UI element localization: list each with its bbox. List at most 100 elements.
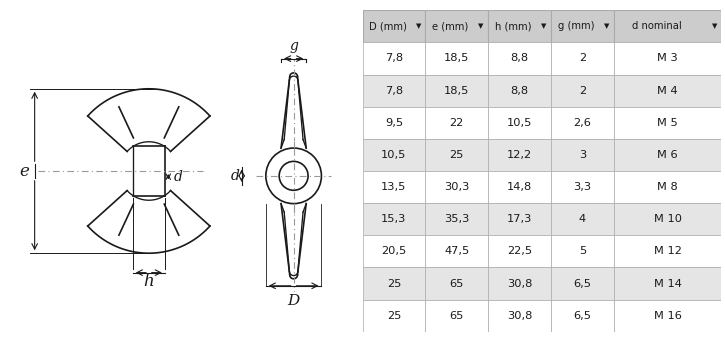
- FancyBboxPatch shape: [426, 300, 488, 332]
- FancyBboxPatch shape: [488, 107, 551, 139]
- Text: M 4: M 4: [658, 86, 678, 96]
- Text: M 5: M 5: [657, 118, 678, 128]
- FancyBboxPatch shape: [426, 75, 488, 107]
- FancyBboxPatch shape: [551, 235, 613, 267]
- Text: M 6: M 6: [658, 150, 678, 160]
- FancyBboxPatch shape: [426, 171, 488, 203]
- Text: 4: 4: [579, 214, 586, 224]
- Text: ▼: ▼: [478, 23, 484, 29]
- Text: 17,3: 17,3: [507, 214, 532, 224]
- Text: 20,5: 20,5: [381, 246, 407, 256]
- Text: 6,5: 6,5: [573, 278, 592, 289]
- Text: D: D: [288, 293, 299, 307]
- Text: 12,2: 12,2: [507, 150, 532, 160]
- FancyBboxPatch shape: [551, 171, 613, 203]
- FancyBboxPatch shape: [613, 267, 721, 300]
- Text: 30,3: 30,3: [444, 182, 469, 192]
- Text: M 3: M 3: [657, 53, 678, 64]
- Text: M 10: M 10: [653, 214, 682, 224]
- FancyBboxPatch shape: [426, 10, 488, 42]
- Text: ▼: ▼: [712, 23, 717, 29]
- Text: ▼: ▼: [542, 23, 547, 29]
- FancyBboxPatch shape: [613, 42, 721, 75]
- Text: 47,5: 47,5: [444, 246, 469, 256]
- FancyBboxPatch shape: [362, 300, 426, 332]
- Text: 14,8: 14,8: [507, 182, 532, 192]
- FancyBboxPatch shape: [488, 75, 551, 107]
- Text: 6,5: 6,5: [573, 311, 592, 321]
- Text: 65: 65: [450, 278, 464, 289]
- FancyBboxPatch shape: [362, 10, 426, 42]
- Text: 35,3: 35,3: [444, 214, 469, 224]
- FancyBboxPatch shape: [613, 235, 721, 267]
- FancyBboxPatch shape: [426, 235, 488, 267]
- Text: 8,8: 8,8: [510, 53, 529, 64]
- Text: 2: 2: [579, 53, 586, 64]
- Text: d: d: [231, 169, 239, 183]
- FancyBboxPatch shape: [488, 139, 551, 171]
- Text: 18,5: 18,5: [444, 53, 469, 64]
- FancyBboxPatch shape: [613, 203, 721, 235]
- Text: M 12: M 12: [654, 246, 682, 256]
- Text: M 14: M 14: [654, 278, 682, 289]
- FancyBboxPatch shape: [426, 203, 488, 235]
- Text: 7,8: 7,8: [385, 86, 403, 96]
- Text: 10,5: 10,5: [381, 150, 407, 160]
- FancyBboxPatch shape: [551, 75, 613, 107]
- FancyBboxPatch shape: [551, 107, 613, 139]
- FancyBboxPatch shape: [613, 107, 721, 139]
- FancyBboxPatch shape: [551, 300, 613, 332]
- FancyBboxPatch shape: [362, 267, 426, 300]
- Text: 7,8: 7,8: [385, 53, 403, 64]
- Text: 9,5: 9,5: [385, 118, 403, 128]
- Text: 22: 22: [450, 118, 464, 128]
- FancyBboxPatch shape: [488, 42, 551, 75]
- Text: 10,5: 10,5: [507, 118, 532, 128]
- Text: 65: 65: [450, 311, 464, 321]
- Text: 13,5: 13,5: [381, 182, 407, 192]
- FancyBboxPatch shape: [551, 267, 613, 300]
- Text: 25: 25: [450, 150, 464, 160]
- FancyBboxPatch shape: [362, 75, 426, 107]
- Text: 30,8: 30,8: [507, 278, 532, 289]
- Text: d nominal: d nominal: [632, 21, 682, 31]
- Text: 22,5: 22,5: [507, 246, 532, 256]
- FancyBboxPatch shape: [488, 235, 551, 267]
- Text: e: e: [20, 162, 29, 180]
- Text: 15,3: 15,3: [381, 214, 407, 224]
- FancyBboxPatch shape: [488, 267, 551, 300]
- FancyBboxPatch shape: [426, 107, 488, 139]
- FancyBboxPatch shape: [488, 203, 551, 235]
- FancyBboxPatch shape: [488, 10, 551, 42]
- Text: 3: 3: [579, 150, 586, 160]
- FancyBboxPatch shape: [362, 203, 426, 235]
- FancyBboxPatch shape: [551, 42, 613, 75]
- FancyBboxPatch shape: [362, 107, 426, 139]
- Text: g (mm): g (mm): [558, 21, 594, 31]
- Text: 8,8: 8,8: [510, 86, 529, 96]
- Text: 18,5: 18,5: [444, 86, 469, 96]
- Text: M 16: M 16: [654, 311, 682, 321]
- Text: M 8: M 8: [657, 182, 678, 192]
- Text: 2,6: 2,6: [573, 118, 592, 128]
- Text: 5: 5: [579, 246, 586, 256]
- FancyBboxPatch shape: [613, 139, 721, 171]
- Text: D (mm): D (mm): [369, 21, 407, 31]
- Text: h (mm): h (mm): [495, 21, 531, 31]
- FancyBboxPatch shape: [613, 75, 721, 107]
- Text: 2: 2: [579, 86, 586, 96]
- FancyBboxPatch shape: [488, 171, 551, 203]
- Text: ▼: ▼: [604, 23, 610, 29]
- Text: 25: 25: [386, 311, 401, 321]
- FancyBboxPatch shape: [551, 203, 613, 235]
- Text: 30,8: 30,8: [507, 311, 532, 321]
- FancyBboxPatch shape: [613, 10, 721, 42]
- FancyBboxPatch shape: [613, 300, 721, 332]
- FancyBboxPatch shape: [362, 235, 426, 267]
- FancyBboxPatch shape: [426, 42, 488, 75]
- FancyBboxPatch shape: [426, 267, 488, 300]
- Text: 25: 25: [386, 278, 401, 289]
- FancyBboxPatch shape: [551, 139, 613, 171]
- Text: h: h: [144, 273, 154, 290]
- FancyBboxPatch shape: [362, 171, 426, 203]
